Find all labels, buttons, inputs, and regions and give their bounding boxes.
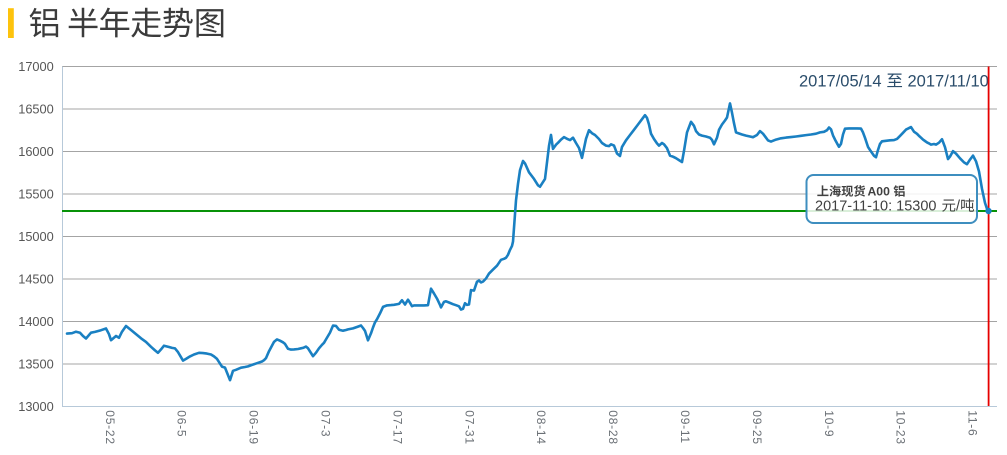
svg-text:10-23: 10-23 xyxy=(894,410,908,444)
svg-text:14500: 14500 xyxy=(18,271,54,286)
svg-text:2017-11-10: 15300: 2017-11-10: 15300 xyxy=(815,199,936,215)
svg-text:06-5: 06-5 xyxy=(175,410,189,437)
svg-text:07-3: 07-3 xyxy=(319,410,333,437)
svg-text:2017/05/14: 2017/05/14 xyxy=(799,73,882,91)
svg-text:16000: 16000 xyxy=(18,144,54,159)
svg-text:13000: 13000 xyxy=(18,399,54,414)
svg-text:07-17: 07-17 xyxy=(390,410,404,444)
svg-text:08-28: 08-28 xyxy=(606,410,620,444)
svg-text:15500: 15500 xyxy=(18,186,54,201)
svg-text:05-22: 05-22 xyxy=(103,410,117,444)
svg-text:A00: A00 xyxy=(868,185,891,199)
svg-text:13500: 13500 xyxy=(18,356,54,371)
svg-text:17000: 17000 xyxy=(18,59,54,74)
svg-text:09-25: 09-25 xyxy=(750,410,764,444)
svg-text:15000: 15000 xyxy=(18,229,54,244)
svg-text:06-19: 06-19 xyxy=(247,410,261,444)
svg-text:14000: 14000 xyxy=(18,314,54,329)
svg-text:10-9: 10-9 xyxy=(822,410,836,437)
svg-text:11-6: 11-6 xyxy=(966,410,980,436)
svg-text:/: / xyxy=(956,199,961,215)
svg-text:09-11: 09-11 xyxy=(678,410,692,444)
svg-text:07-31: 07-31 xyxy=(462,410,476,444)
svg-text:16500: 16500 xyxy=(18,101,54,116)
svg-text:2017/11/10: 2017/11/10 xyxy=(908,73,989,91)
svg-text:08-14: 08-14 xyxy=(534,410,548,444)
